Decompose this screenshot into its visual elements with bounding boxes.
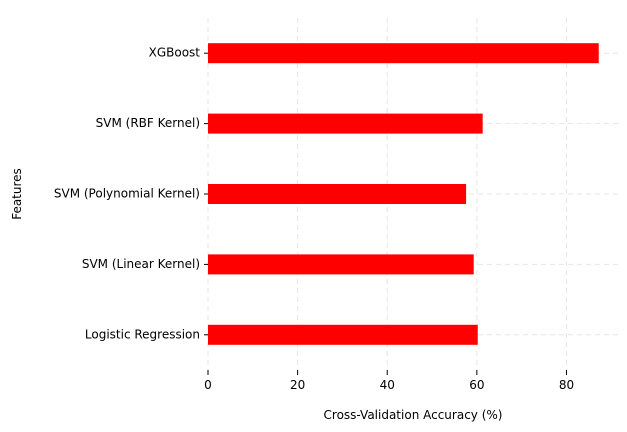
y-tick-label: XGBoost [149, 46, 201, 60]
x-tick-label: 20 [290, 378, 305, 392]
bar-svm-rbf-kernel [208, 113, 483, 134]
x-axis-ticks: 0 20 40 60 80 [204, 370, 574, 392]
y-tick-label: SVM (RBF Kernel) [96, 116, 200, 130]
x-tick-label: 0 [204, 378, 212, 392]
bar-xgboost [208, 43, 599, 64]
bar-svm-polynomial-kernel [208, 184, 467, 204]
y-tick-label: SVM (Linear Kernel) [82, 257, 200, 271]
y-tick-labels: Logistic Regression SVM (Linear Kernel) SV… [54, 46, 208, 341]
x-axis-label: Cross-Validation Accuracy (%) [324, 408, 503, 422]
bar-logistic-regression [208, 324, 478, 345]
y-axis-label: Features [10, 168, 24, 220]
bar-svm-linear-kernel [208, 254, 474, 275]
y-tick-label: Logistic Regression [85, 327, 200, 341]
x-tick-label: 80 [559, 378, 574, 392]
y-tick-label: SVM (Polynomial Kernel) [54, 187, 200, 201]
x-tick-label: 40 [380, 378, 395, 392]
x-tick-label: 60 [469, 378, 484, 392]
bar-layer [208, 43, 599, 345]
